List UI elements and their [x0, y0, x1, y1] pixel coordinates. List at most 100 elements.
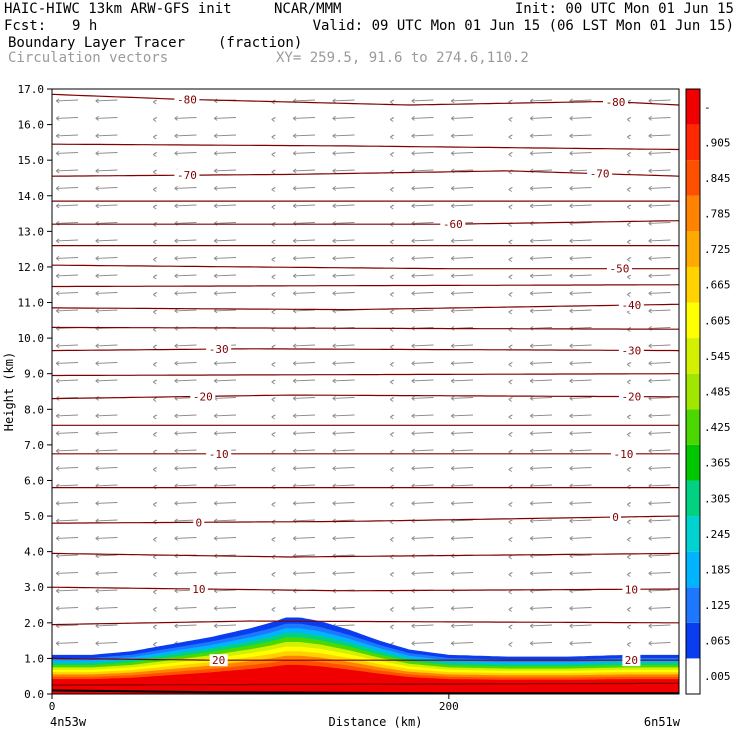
circulation-vector	[450, 571, 474, 576]
circulation-vector	[95, 221, 118, 226]
circulation-vector	[508, 502, 513, 507]
colorbar-label: .365	[704, 457, 731, 470]
circulation-vector	[152, 572, 158, 577]
circulation-vector	[508, 152, 513, 157]
circulation-vector	[411, 571, 434, 576]
contour-label: 20	[212, 654, 225, 667]
y-tick-label: 11.0	[18, 297, 45, 310]
temperature-contour	[52, 326, 679, 330]
circulation-vector	[450, 343, 474, 349]
circulation-vector	[626, 379, 632, 385]
circulation-vector	[626, 239, 632, 245]
circulation-vector	[55, 221, 79, 226]
contour-label-bg	[193, 516, 205, 529]
circulation-vector	[292, 571, 316, 576]
circulation-vector	[450, 413, 474, 419]
circulation-vector	[626, 274, 632, 280]
circulation-vector	[508, 624, 513, 630]
circulation-vector	[508, 379, 513, 385]
circulation-vector	[271, 169, 276, 175]
circulation-vector	[174, 256, 197, 261]
circulation-vector	[174, 571, 197, 576]
temperature-contour	[52, 515, 679, 524]
contour-label: -70	[590, 168, 610, 181]
temperature-contour	[52, 264, 679, 270]
circulation-vector	[55, 413, 79, 419]
circulation-vector	[332, 186, 355, 191]
contour-label-bg	[618, 299, 644, 312]
circulation-vector	[648, 238, 671, 244]
circulation-vector	[292, 466, 316, 471]
circulation-vector	[569, 378, 592, 384]
circulation-vector	[55, 308, 79, 314]
circulation-vector	[271, 502, 276, 507]
circulation-vector	[271, 362, 276, 367]
circulation-vector	[271, 292, 276, 297]
circulation-vector	[213, 396, 237, 401]
circulation-vector	[213, 536, 237, 541]
circulation-vector	[508, 607, 513, 612]
circulation-vector	[292, 203, 316, 209]
circulation-vector	[152, 362, 158, 367]
x-right-endpoint-label: 6n51w	[644, 715, 681, 729]
circulation-vector	[648, 343, 671, 349]
circulation-vector	[95, 98, 118, 104]
circulation-vector	[411, 116, 434, 121]
circulation-vector	[213, 378, 237, 384]
circulation-vector	[213, 571, 237, 576]
circulation-vector	[569, 186, 592, 191]
circulation-vector	[529, 133, 553, 139]
circulation-vector	[271, 414, 276, 420]
circulation-vector	[529, 343, 553, 349]
circulation-vector	[292, 343, 316, 349]
circulation-vector	[152, 607, 158, 612]
circulation-vector	[55, 571, 79, 576]
circulation-vector	[450, 466, 474, 471]
contour-label-bg	[610, 511, 622, 524]
contour-label-bg	[603, 95, 629, 108]
contour-label: 0	[196, 516, 203, 529]
circulation-vector	[292, 238, 316, 244]
circulation-vector	[411, 396, 434, 401]
circulation-vector	[152, 589, 158, 595]
circulation-vector	[174, 466, 197, 471]
colorbar-swatch	[686, 124, 700, 161]
circulation-vector	[508, 362, 513, 367]
tracer-band	[52, 664, 679, 694]
circulation-vector	[389, 607, 395, 612]
circulation-vector	[55, 168, 79, 174]
circulation-vector	[450, 273, 474, 279]
circulation-vector	[332, 571, 355, 576]
circulation-vector	[332, 378, 355, 384]
circulation-vector	[529, 606, 553, 611]
circulation-vector	[292, 291, 316, 296]
circulation-vector	[292, 606, 316, 611]
circulation-vector	[95, 501, 118, 506]
colorbar-label: .725	[704, 243, 731, 256]
circulation-vector	[95, 256, 118, 261]
contour-label-bg	[622, 583, 641, 596]
circulation-vector	[271, 467, 276, 472]
circulation-vector	[213, 238, 237, 244]
circulation-vector	[626, 362, 632, 367]
circulation-vector	[174, 413, 197, 419]
circulation-vector	[450, 501, 474, 506]
contour-label-bg	[587, 167, 613, 180]
tracer-field	[52, 617, 679, 694]
circulation-vector	[648, 448, 671, 454]
terrain-line	[52, 689, 679, 694]
circulation-vector	[174, 536, 197, 541]
colorbar-swatch	[686, 551, 700, 588]
circulation-vector	[332, 413, 355, 419]
circulation-vector	[55, 98, 79, 104]
circulation-vector	[508, 187, 513, 192]
circulation-vector	[508, 519, 513, 525]
circulation-vector	[389, 204, 395, 210]
circulation-vector	[271, 572, 276, 577]
colorbar-swatch	[686, 338, 700, 374]
contour-label-bg	[440, 218, 466, 231]
circulation-vector	[213, 466, 237, 471]
circulation-vector	[411, 221, 434, 226]
circulation-vector	[411, 431, 434, 436]
circulation-vector	[411, 361, 434, 366]
